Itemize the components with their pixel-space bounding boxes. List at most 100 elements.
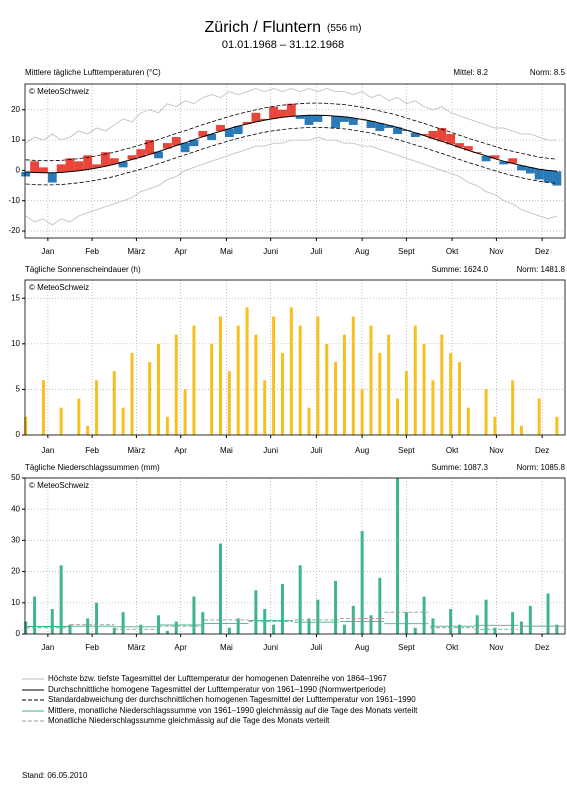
anomaly-bar xyxy=(295,115,305,119)
anomaly-bar xyxy=(39,167,48,173)
x-tick-label: Dez xyxy=(535,446,549,455)
anomaly-bar xyxy=(375,123,385,131)
bar xyxy=(95,602,99,634)
bar xyxy=(236,618,240,634)
anomaly-bar xyxy=(47,172,57,183)
bar xyxy=(86,425,90,435)
anomaly-bar xyxy=(92,164,101,168)
copyright: © MeteoSchweiz xyxy=(29,481,89,490)
bar xyxy=(112,371,116,435)
bar xyxy=(174,334,178,435)
x-tick-label: Feb xyxy=(85,643,99,652)
bar xyxy=(218,543,222,634)
plot-frame xyxy=(24,477,566,635)
anomaly-bar xyxy=(366,120,376,128)
x-tick-label: März xyxy=(128,247,146,256)
anomaly-bar xyxy=(508,158,518,164)
anomaly-bar xyxy=(216,124,225,132)
y-tick-label: 0 xyxy=(16,166,21,175)
bar xyxy=(68,624,72,634)
x-tick-label: Sept xyxy=(398,643,415,652)
bar xyxy=(360,389,364,435)
panel-title: Mittlere tägliche Lufttemperaturen (°C) xyxy=(25,68,161,77)
anomaly-bar xyxy=(455,143,464,148)
header-title: Zürich / Fluntern (556 m) xyxy=(205,19,362,36)
x-tick-label: Mai xyxy=(220,446,233,455)
bar xyxy=(466,407,470,435)
bar xyxy=(236,325,240,435)
y-tick-label: 30 xyxy=(11,536,20,545)
bar xyxy=(546,593,550,634)
anomaly-bar xyxy=(410,132,420,138)
bar xyxy=(334,580,338,634)
bar xyxy=(369,325,373,435)
anomaly-bar xyxy=(269,106,279,119)
anomaly-bar xyxy=(21,171,31,177)
anomaly-bar xyxy=(154,151,163,159)
bar xyxy=(59,407,63,435)
bar xyxy=(130,352,134,435)
bar xyxy=(298,325,302,435)
bar xyxy=(378,577,382,634)
bar xyxy=(121,612,125,634)
bar xyxy=(33,596,37,634)
bar xyxy=(227,371,231,435)
bar xyxy=(334,362,338,435)
bar xyxy=(449,352,453,435)
y-tick-label: 5 xyxy=(16,385,21,394)
bar xyxy=(245,307,249,435)
bar xyxy=(218,316,222,435)
bar xyxy=(484,599,488,634)
bar xyxy=(280,584,284,634)
anomaly-bar xyxy=(286,103,296,117)
anomaly-bar xyxy=(260,118,270,121)
x-tick-label: Sept xyxy=(398,446,415,455)
bar xyxy=(519,425,523,435)
x-tick-label: Juli xyxy=(310,247,322,256)
panel-stat: Mittel: 8.2 xyxy=(453,68,488,77)
anomaly-bar xyxy=(224,128,234,138)
anomaly-bar xyxy=(233,126,243,135)
bar xyxy=(192,596,196,634)
legend: Höchste bzw. tiefste Tagesmittel der Luf… xyxy=(22,674,418,725)
anomaly-bar xyxy=(30,161,40,173)
bar xyxy=(387,334,391,435)
bar xyxy=(519,621,523,634)
legend-text: Mittlere, monatliche Niederschlagssumme … xyxy=(48,706,418,715)
bar xyxy=(511,612,515,634)
x-tick-label: Sept xyxy=(398,247,415,256)
bar xyxy=(165,630,169,634)
bar xyxy=(511,380,515,435)
anomaly-bar xyxy=(517,165,526,171)
anomaly-bar xyxy=(74,161,84,171)
bar xyxy=(493,627,497,634)
bar xyxy=(289,307,293,435)
anomaly-bar xyxy=(118,161,128,168)
bar xyxy=(413,627,417,634)
bar xyxy=(440,334,444,435)
bar xyxy=(325,343,329,435)
anomaly-bar xyxy=(525,167,535,174)
bar xyxy=(307,407,311,435)
bar xyxy=(378,352,382,435)
y-tick-label: 20 xyxy=(11,105,20,114)
x-tick-label: Okt xyxy=(446,643,459,652)
bar xyxy=(351,316,355,435)
bar xyxy=(342,624,346,634)
bar xyxy=(537,398,541,435)
anomaly-bar xyxy=(65,158,75,172)
x-tick-label: Aug xyxy=(355,446,369,455)
bar xyxy=(458,362,462,435)
bar xyxy=(422,596,426,634)
y-tick-label: 0 xyxy=(16,430,21,439)
sd-upper-line xyxy=(25,102,557,162)
bar xyxy=(148,362,152,435)
x-tick-label: März xyxy=(128,643,146,652)
x-tick-label: Jan xyxy=(41,446,54,455)
bar xyxy=(396,478,400,634)
bar xyxy=(121,407,125,435)
panel-stat: Summe: 1087.3 xyxy=(432,463,489,472)
bar xyxy=(298,565,302,634)
copyright: © MeteoSchweiz xyxy=(29,87,89,96)
anomaly-bar xyxy=(251,112,261,122)
